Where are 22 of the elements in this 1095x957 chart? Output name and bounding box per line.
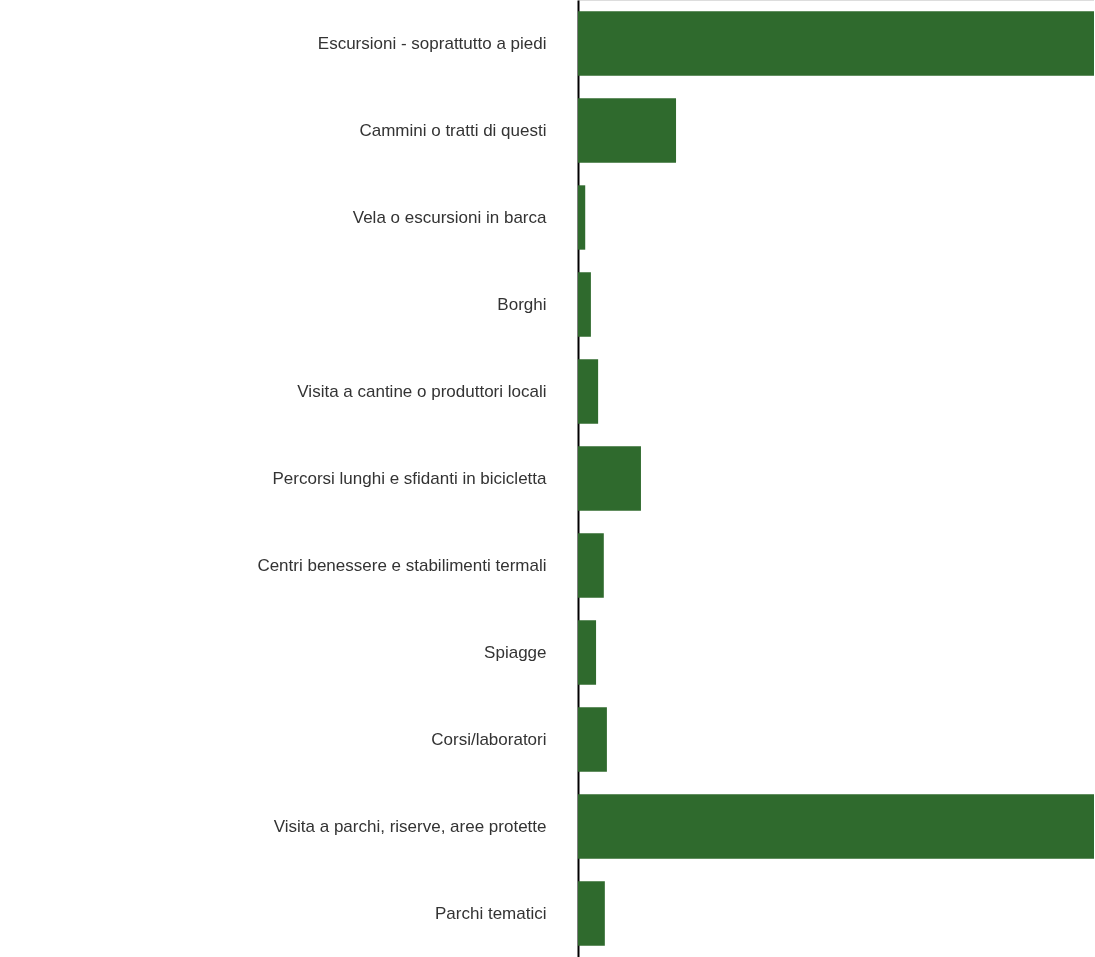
y-tick-label: Vela o escursioni in barca [352,207,548,227]
bar [578,98,677,163]
bar [578,620,597,685]
bar [578,707,607,772]
y-tick-label: Escursioni - soprattutto a piedi [317,33,547,53]
bar [578,11,1094,76]
bar [578,272,591,337]
bar [578,185,586,250]
y-tick-label: Corsi/laboratori [431,729,547,749]
y-tick-label: Percorsi lunghi e sfidanti in bicicletta [272,468,548,488]
bar [578,533,604,598]
bar [578,881,605,946]
bar [578,359,599,424]
y-tick-label: Cammini o tratti di questi [359,120,547,140]
y-tick-label: Centri benessere e stabilimenti termali [257,555,547,575]
bar [578,794,1094,859]
y-tick-label: Visita a cantine o produttori locali [297,381,547,401]
bar [578,446,641,511]
y-tick-label: Spiagge [484,642,547,662]
y-tick-label: Parchi tematici [435,903,547,923]
y-tick-label: Borghi [497,294,547,314]
y-tick-label: Visita a parchi, riserve, aree protette [273,816,547,836]
